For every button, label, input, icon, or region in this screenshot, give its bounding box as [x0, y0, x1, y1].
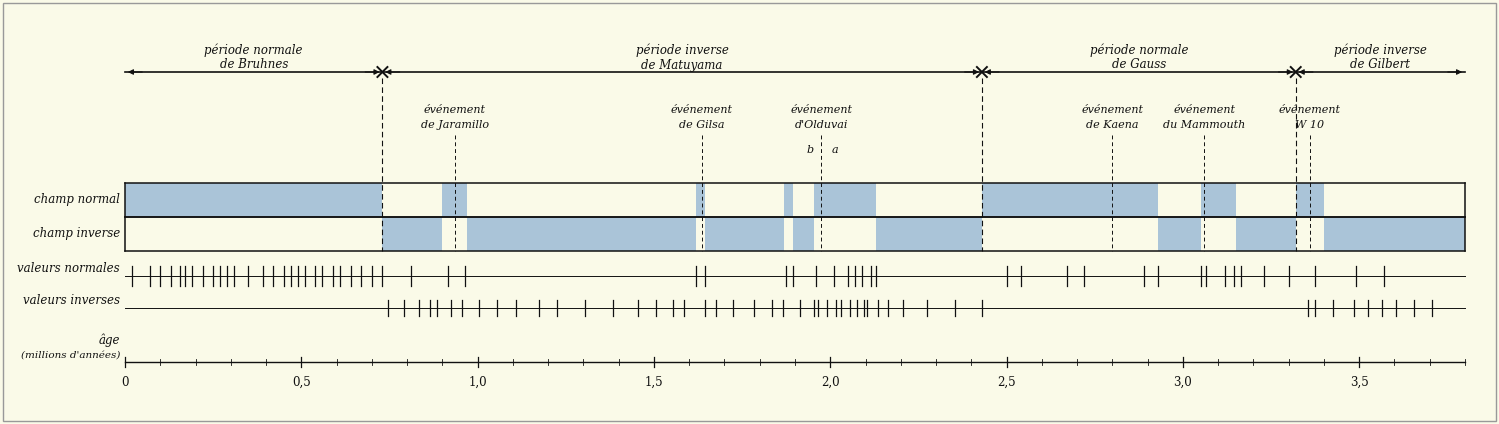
Bar — [875, 217, 982, 251]
Bar — [382, 217, 442, 251]
Text: de Jaramillo: de Jaramillo — [421, 120, 489, 130]
Text: (millions d'années): (millions d'années) — [21, 351, 120, 360]
Text: âge: âge — [99, 333, 120, 347]
Text: 1,5: 1,5 — [645, 376, 663, 388]
Bar — [793, 217, 814, 251]
Text: de Gauss: de Gauss — [1112, 59, 1166, 72]
Text: période normale: période normale — [204, 43, 303, 57]
Text: champ inverse: champ inverse — [33, 228, 120, 240]
Text: b: b — [806, 145, 814, 155]
Bar — [1235, 217, 1295, 251]
Bar — [696, 183, 705, 217]
Text: de Bruhnes: de Bruhnes — [219, 59, 288, 72]
Text: événement: événement — [424, 105, 486, 115]
Text: d'Olduvai: d'Olduvai — [794, 120, 848, 130]
Bar — [442, 183, 468, 217]
Bar — [814, 183, 875, 217]
Bar — [124, 183, 1465, 217]
Text: période inverse: période inverse — [636, 43, 729, 57]
Text: valeurs inverses: valeurs inverses — [22, 295, 120, 307]
Text: de Matuyama: de Matuyama — [642, 59, 723, 72]
Text: valeurs normales: valeurs normales — [18, 262, 120, 274]
Text: événement: événement — [670, 105, 733, 115]
Text: 3,5: 3,5 — [1349, 376, 1369, 388]
Text: 2,5: 2,5 — [997, 376, 1016, 388]
Text: 2,0: 2,0 — [821, 376, 839, 388]
Text: 1,0: 1,0 — [468, 376, 487, 388]
Text: de Gilbert: de Gilbert — [1351, 59, 1411, 72]
Text: 3,0: 3,0 — [1174, 376, 1192, 388]
Text: W 10: W 10 — [1295, 120, 1325, 130]
Text: 0,5: 0,5 — [292, 376, 310, 388]
Text: période inverse: période inverse — [1334, 43, 1427, 57]
Bar — [124, 183, 382, 217]
Bar — [784, 183, 793, 217]
Bar — [1295, 183, 1324, 217]
Text: événement: événement — [1174, 105, 1235, 115]
Text: a: a — [830, 145, 838, 155]
Bar — [1324, 217, 1465, 251]
Text: événement: événement — [1279, 105, 1340, 115]
Text: événement: événement — [790, 105, 853, 115]
Text: du Mammouth: du Mammouth — [1163, 120, 1246, 130]
Text: champ normal: champ normal — [34, 193, 120, 206]
Bar — [468, 217, 696, 251]
Bar — [1159, 217, 1201, 251]
Text: événement: événement — [1081, 105, 1144, 115]
Text: de Kaena: de Kaena — [1087, 120, 1139, 130]
Text: période normale: période normale — [1090, 43, 1189, 57]
Bar — [124, 217, 1465, 251]
Text: de Gilsa: de Gilsa — [679, 120, 724, 130]
Bar — [1201, 183, 1235, 217]
Bar — [705, 217, 784, 251]
Text: 0: 0 — [121, 376, 129, 388]
Bar — [982, 183, 1159, 217]
